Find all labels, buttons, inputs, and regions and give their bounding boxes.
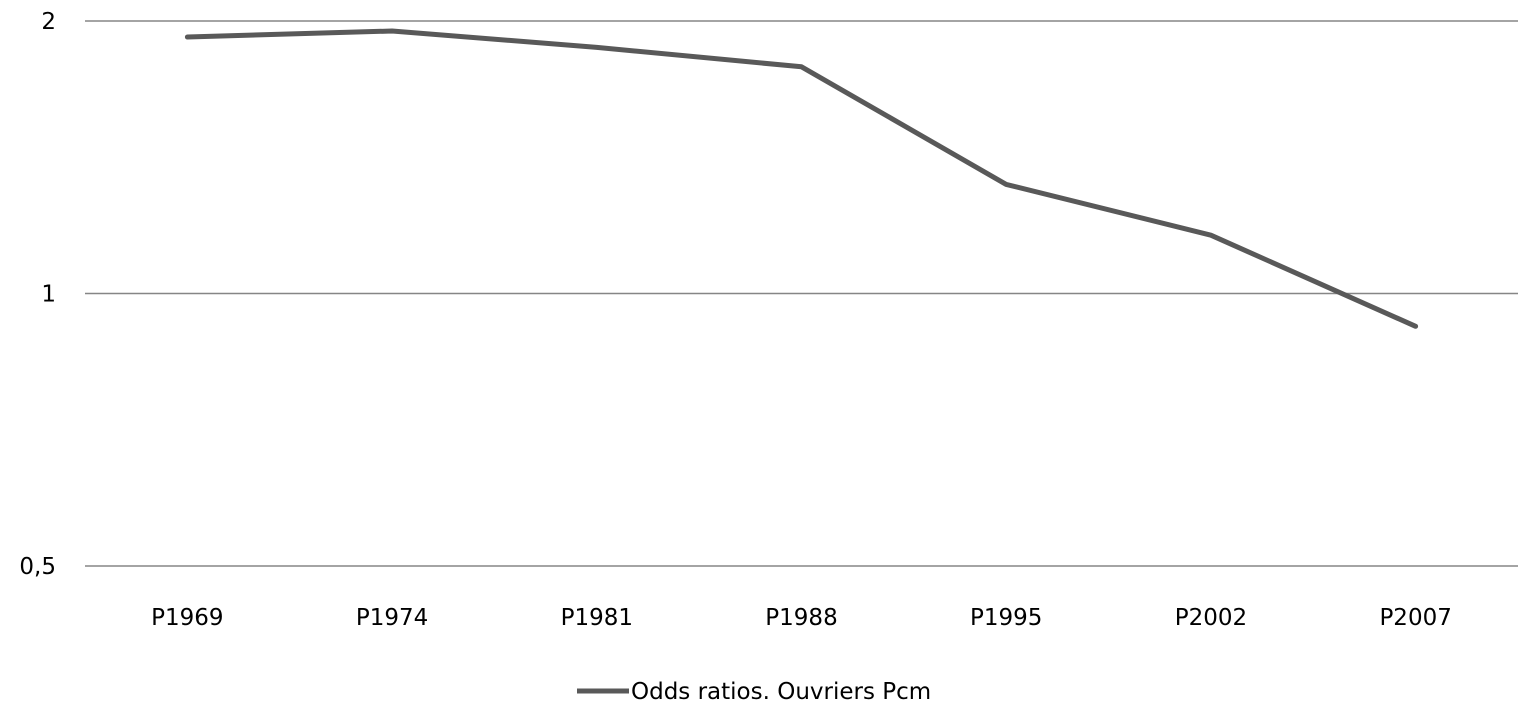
x-tick-label: P1969 (151, 605, 223, 631)
x-tick-label: P2002 (1175, 605, 1247, 631)
series-group (184, 28, 1419, 329)
y-tick-label: 2 (41, 9, 56, 35)
legend-label: Odds ratios. Ouvriers Pcm (631, 679, 931, 705)
y-tick-label: 1 (41, 282, 56, 308)
y-axis-labels: 210,5 (19, 9, 56, 580)
gridlines (85, 20, 1518, 567)
x-tick-label: P1995 (970, 605, 1042, 631)
x-tick-label: P1981 (561, 605, 633, 631)
x-axis-labels: P1969 P1974 P1981 P1988 P1995 P2002 P2007 (151, 605, 1452, 631)
series-line (184, 28, 1419, 329)
x-tick-label: P1974 (356, 605, 428, 631)
x-tick-label: P1988 (765, 605, 837, 631)
y-tick-label: 0,5 (19, 554, 56, 580)
x-tick-label: P2007 (1379, 605, 1451, 631)
legend: Odds ratios. Ouvriers Pcm (577, 679, 931, 705)
